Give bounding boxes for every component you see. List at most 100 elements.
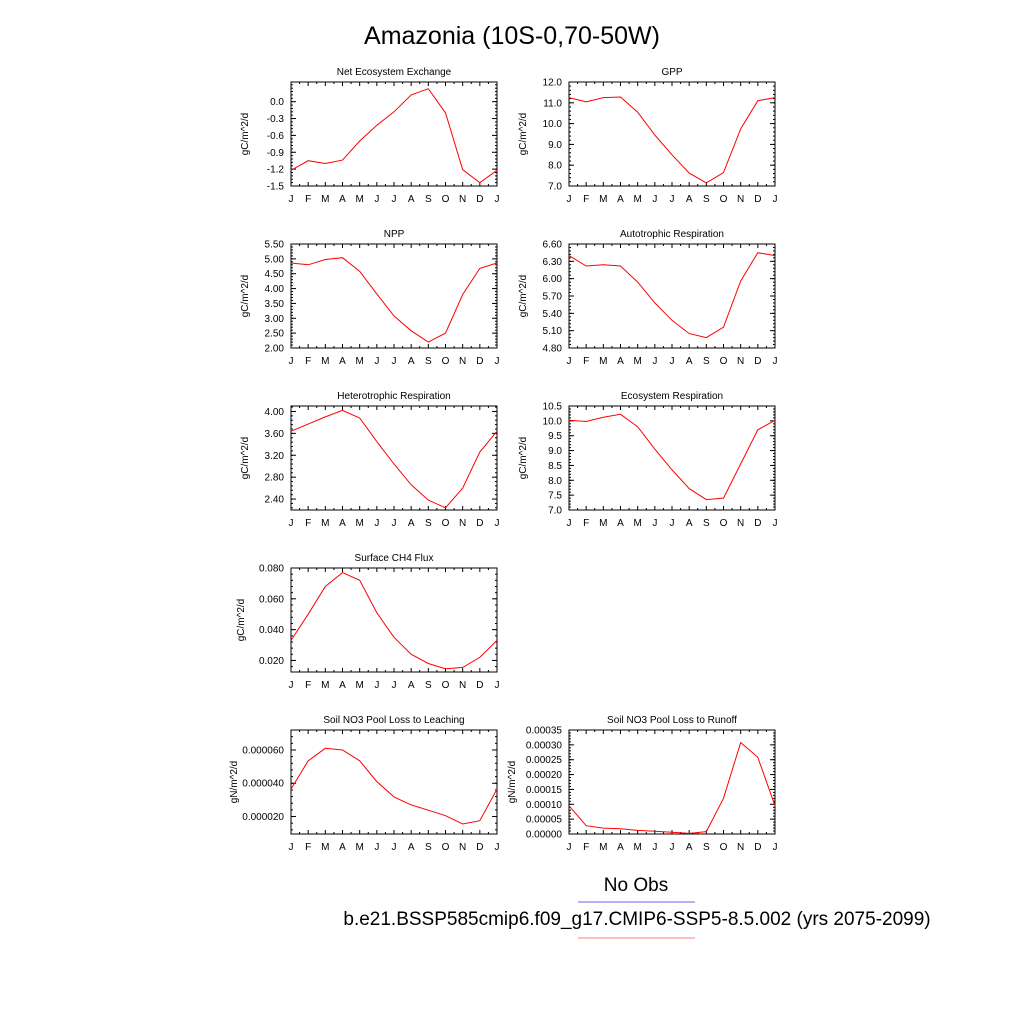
x-tick-label: M: [599, 356, 607, 367]
x-tick-label: N: [737, 518, 744, 529]
x-tick-label: J: [652, 356, 657, 367]
y-axis-label: gN/m^2/d: [229, 761, 240, 804]
y-tick-label: 5.40: [543, 309, 563, 320]
x-tick-label: F: [305, 194, 311, 205]
x-tick-label: A: [339, 680, 346, 691]
x-tick-label: J: [495, 194, 500, 205]
series-line: [290, 747, 498, 825]
y-tick-label: 6.30: [543, 257, 563, 268]
y-tick-label: 9.0: [548, 140, 562, 151]
y-tick-label: 0.00030: [526, 740, 563, 751]
x-tick-label: M: [321, 518, 329, 529]
y-tick-label: 0.00000: [526, 830, 563, 841]
y-tick-label: 0.060: [259, 594, 284, 605]
legend-model-label: b.e21.BSSP585cmip6.f09_g17.CMIP6-SSP5-8.…: [343, 909, 930, 930]
x-tick-label: D: [754, 356, 761, 367]
x-tick-label: S: [703, 356, 710, 367]
y-tick-label: 5.00: [265, 254, 285, 265]
panel-title: Net Ecosystem Exchange: [337, 67, 452, 78]
x-tick-label: O: [442, 518, 450, 529]
x-tick-label: J: [670, 842, 675, 853]
y-tick-label: 3.60: [265, 429, 285, 440]
y-tick-label: 0.00005: [526, 815, 563, 826]
figure-title: Amazonia (10S-0,70-50W): [364, 22, 660, 50]
x-tick-label: J: [773, 356, 778, 367]
y-tick-label: 2.80: [265, 473, 285, 484]
y-tick-label: 0.00035: [526, 726, 563, 737]
x-tick-label: S: [425, 356, 432, 367]
y-tick-label: -0.6: [267, 131, 285, 142]
x-tick-label: J: [567, 842, 572, 853]
x-tick-label: D: [754, 194, 761, 205]
legend-obs-label: No Obs: [604, 875, 668, 896]
x-tick-label: N: [737, 842, 744, 853]
x-tick-label: A: [408, 680, 415, 691]
x-tick-label: J: [392, 194, 397, 205]
plot-frame: [290, 81, 498, 187]
x-tick-label: J: [495, 680, 500, 691]
x-tick-label: S: [425, 194, 432, 205]
y-axis-label: gC/m^2/d: [518, 113, 529, 156]
x-tick-label: M: [355, 194, 363, 205]
y-tick-label: 5.10: [543, 326, 563, 337]
x-tick-label: F: [305, 518, 311, 529]
x-tick-label: J: [374, 842, 379, 853]
x-tick-label: J: [374, 356, 379, 367]
x-tick-label: J: [567, 356, 572, 367]
x-tick-label: D: [476, 518, 483, 529]
y-tick-label: 4.00: [265, 407, 285, 418]
y-tick-label: 2.40: [265, 495, 285, 506]
y-tick-label: 5.50: [265, 240, 285, 251]
y-axis-label: gC/m^2/d: [518, 437, 529, 480]
x-tick-label: F: [583, 842, 589, 853]
x-tick-label: O: [720, 842, 728, 853]
x-tick-label: A: [339, 518, 346, 529]
panel-title: Autotrophic Respiration: [620, 229, 724, 240]
y-tick-label: 0.040: [259, 625, 284, 636]
y-axis-label: gC/m^2/d: [240, 113, 251, 156]
x-tick-label: J: [567, 194, 572, 205]
x-tick-label: J: [289, 194, 294, 205]
y-tick-label: 7.5: [548, 491, 562, 502]
x-tick-label: M: [321, 842, 329, 853]
y-tick-label: 0.000060: [242, 745, 284, 756]
y-tick-label: 0.080: [259, 564, 284, 575]
y-tick-label: 10.0: [543, 416, 563, 427]
x-tick-label: M: [599, 518, 607, 529]
y-tick-label: 0.000040: [242, 779, 284, 790]
x-tick-label: D: [754, 518, 761, 529]
y-tick-label: -0.3: [267, 114, 285, 125]
x-tick-label: S: [425, 680, 432, 691]
x-tick-label: A: [408, 356, 415, 367]
x-tick-label: J: [289, 356, 294, 367]
x-tick-label: D: [476, 194, 483, 205]
y-tick-label: 6.60: [543, 240, 563, 251]
panel-title: Surface CH4 Flux: [355, 553, 434, 564]
x-tick-label: M: [321, 680, 329, 691]
y-tick-label: 2.50: [265, 329, 285, 340]
x-tick-label: A: [686, 194, 693, 205]
y-tick-label: 8.5: [548, 461, 562, 472]
y-tick-label: 4.80: [543, 344, 563, 355]
x-tick-label: M: [633, 518, 641, 529]
x-tick-label: O: [720, 194, 728, 205]
panel-title: GPP: [661, 67, 682, 78]
x-tick-label: D: [476, 842, 483, 853]
x-tick-label: O: [442, 680, 450, 691]
y-axis-label: gC/m^2/d: [236, 599, 247, 642]
y-tick-label: 9.5: [548, 431, 562, 442]
x-tick-label: A: [339, 842, 346, 853]
x-tick-label: J: [773, 842, 778, 853]
x-tick-label: N: [459, 680, 466, 691]
x-tick-label: J: [773, 518, 778, 529]
y-tick-label: 0.000020: [242, 812, 284, 823]
x-tick-label: M: [633, 842, 641, 853]
plot-frame: [290, 405, 498, 511]
x-tick-label: J: [670, 518, 675, 529]
